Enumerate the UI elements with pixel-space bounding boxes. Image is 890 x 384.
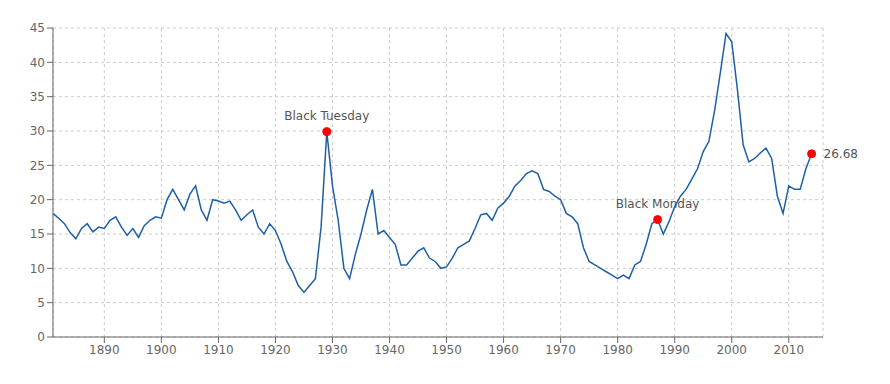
svg-text:20: 20 (30, 193, 45, 207)
svg-text:1960: 1960 (488, 343, 519, 357)
svg-text:10: 10 (30, 262, 45, 276)
svg-text:1980: 1980 (602, 343, 633, 357)
svg-text:1970: 1970 (545, 343, 576, 357)
svg-text:30: 30 (30, 124, 45, 138)
svg-text:Black Tuesday: Black Tuesday (284, 109, 369, 123)
svg-text:15: 15 (30, 227, 45, 241)
svg-text:1890: 1890 (89, 343, 120, 357)
svg-text:35: 35 (30, 90, 45, 104)
svg-text:1940: 1940 (374, 343, 405, 357)
svg-text:40: 40 (30, 56, 45, 70)
svg-text:1930: 1930 (317, 343, 348, 357)
svg-text:1920: 1920 (260, 343, 291, 357)
svg-text:25: 25 (30, 159, 45, 173)
svg-text:1950: 1950 (431, 343, 462, 357)
svg-text:45: 45 (30, 21, 45, 35)
svg-text:Black Monday: Black Monday (616, 197, 700, 211)
svg-text:1990: 1990 (659, 343, 690, 357)
svg-text:2010: 2010 (774, 343, 805, 357)
svg-text:5: 5 (37, 296, 45, 310)
svg-text:1910: 1910 (203, 343, 234, 357)
svg-text:2000: 2000 (716, 343, 747, 357)
svg-text:1900: 1900 (146, 343, 177, 357)
svg-text:26.68: 26.68 (824, 147, 858, 161)
svg-text:0: 0 (37, 330, 45, 344)
